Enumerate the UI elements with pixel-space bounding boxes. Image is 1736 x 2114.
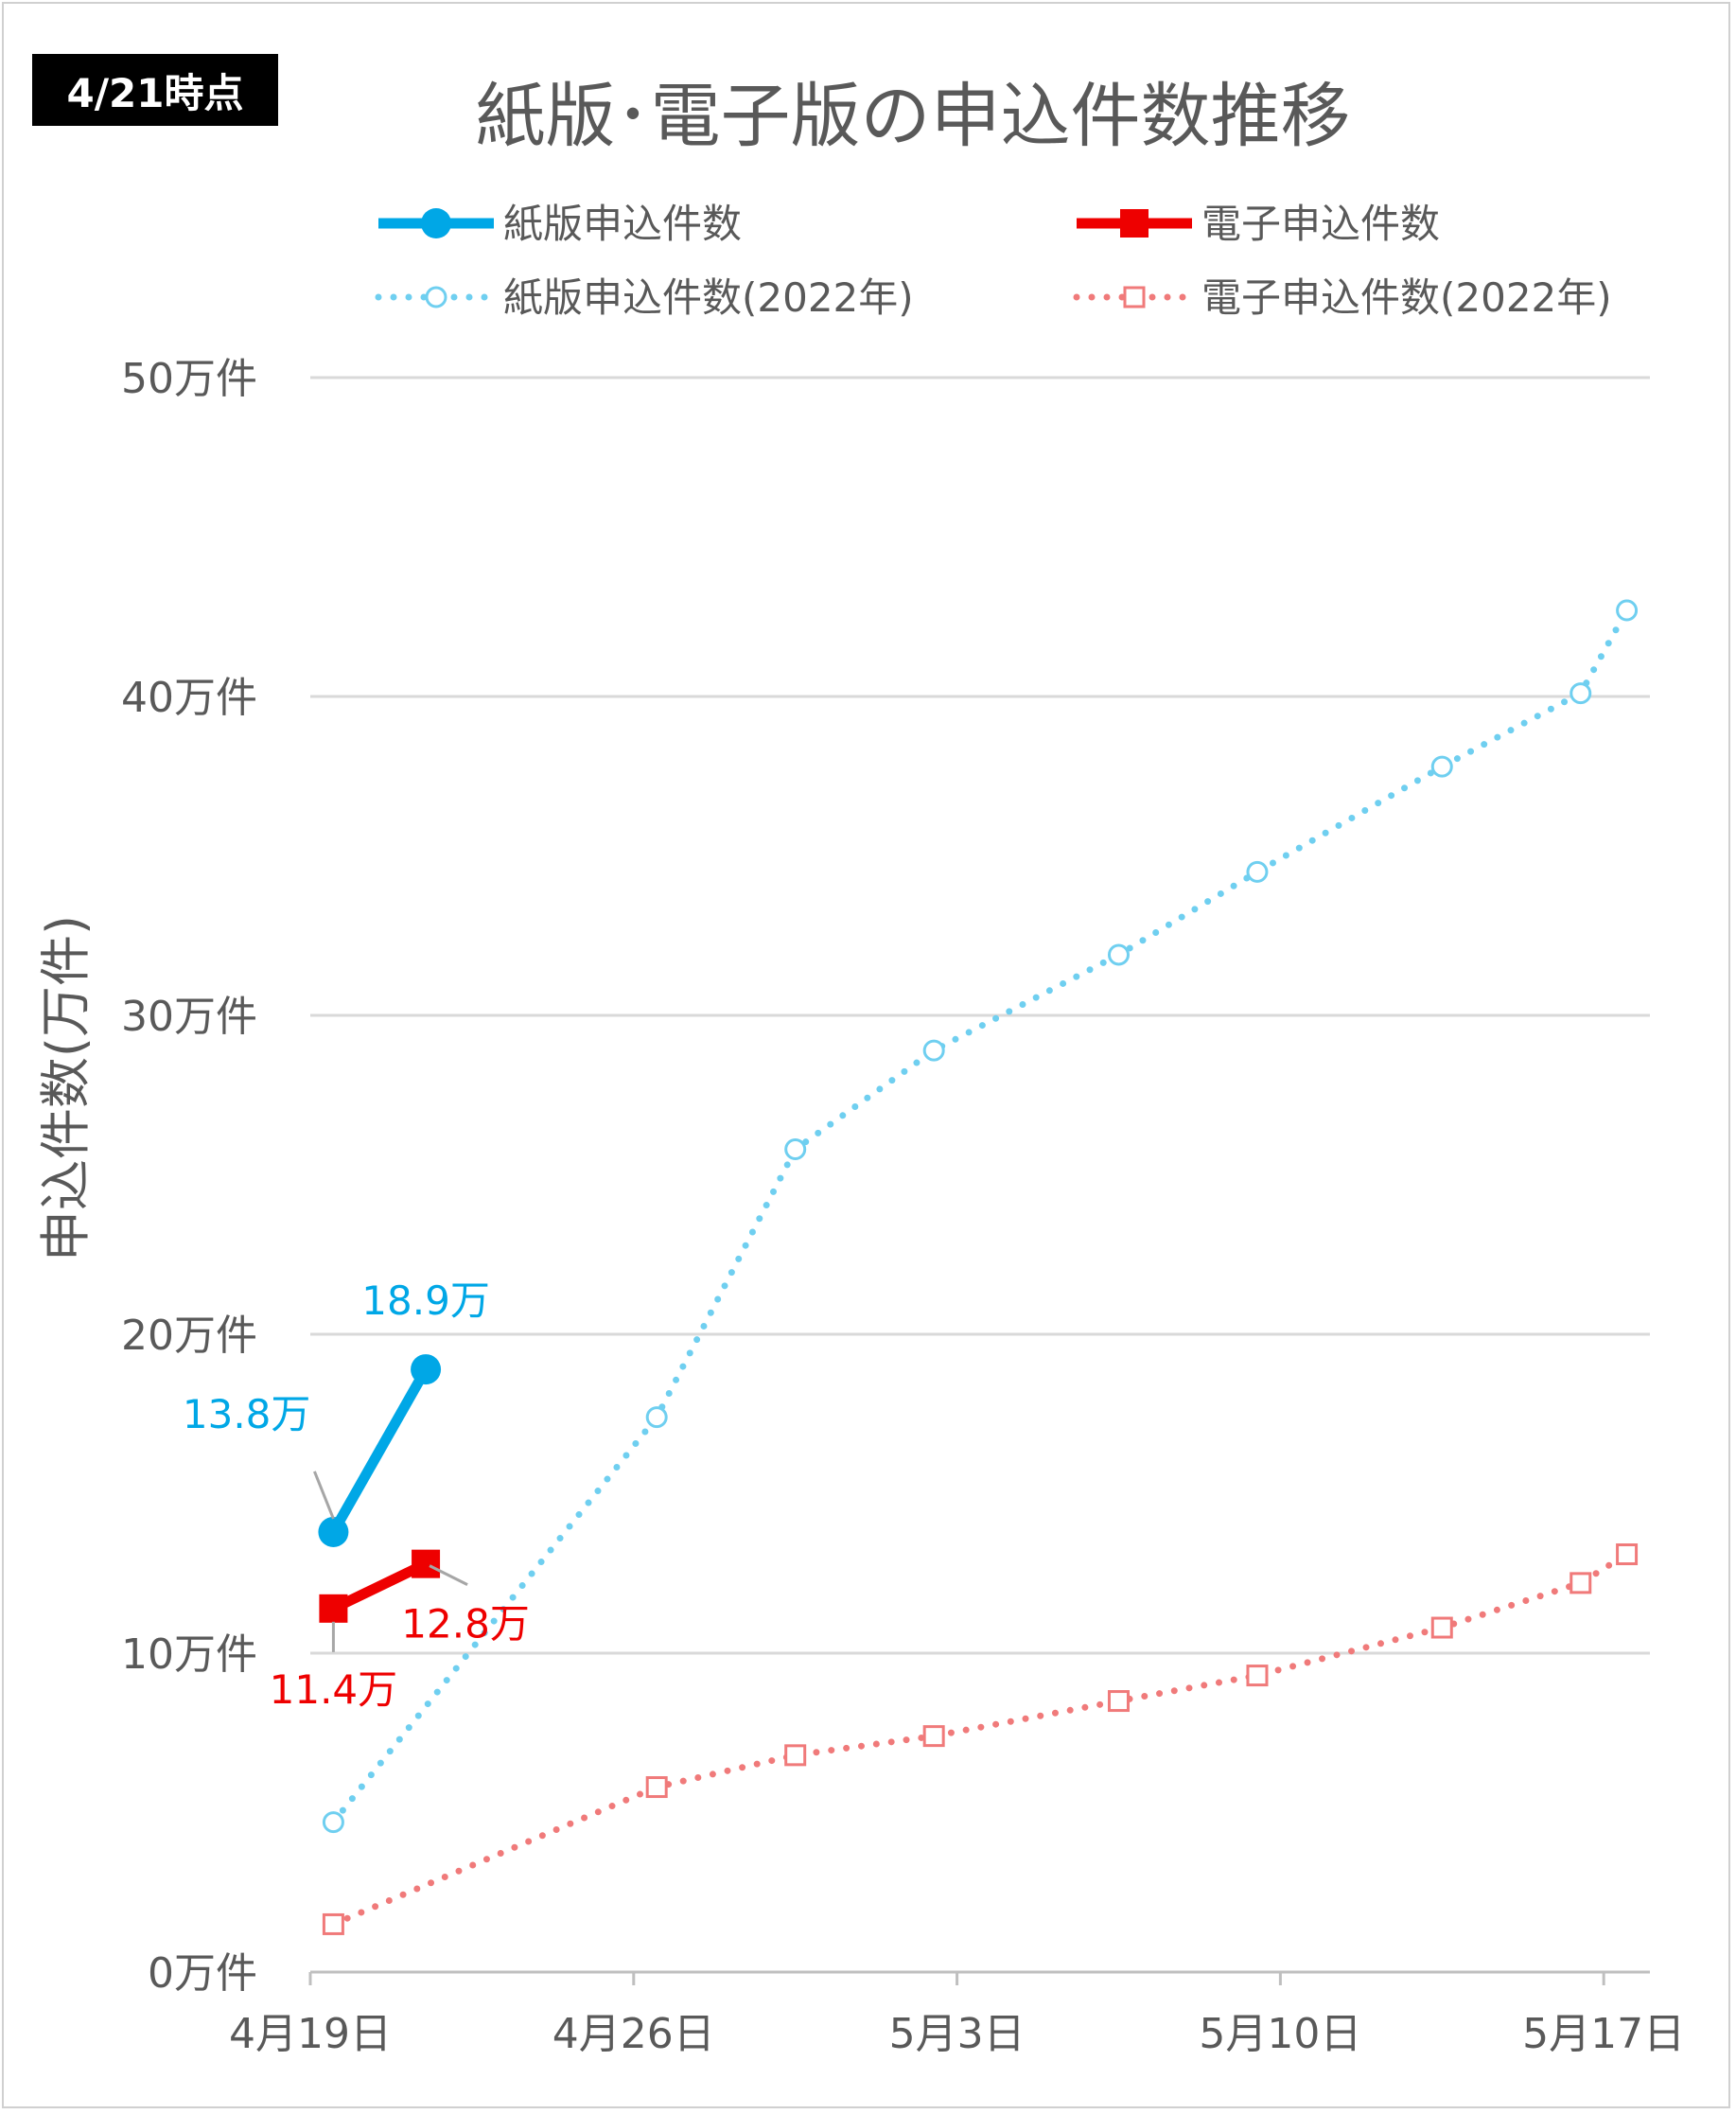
legend-label: 電子申込件数(2022年) [1201, 274, 1612, 321]
data-point-marker [1430, 755, 1453, 778]
data-label: 11.4万 [270, 1666, 398, 1713]
series-line [328, 1366, 430, 1535]
x-tick-label: 5月17日 [1522, 2010, 1685, 2058]
data-point-marker [1616, 1543, 1639, 1566]
legend-item: 紙版申込件数 [378, 201, 742, 247]
data-point-marker [421, 208, 451, 238]
legend-item: 紙版申込件数(2022年) [375, 274, 914, 321]
series-3 [322, 1543, 1639, 1935]
y-tick-label: 50万件 [121, 355, 257, 403]
data-point-marker [1430, 1616, 1453, 1639]
x-tick-label: 4月26日 [552, 2010, 715, 2058]
data-point-marker [922, 1039, 945, 1062]
x-tick-label: 5月3日 [889, 2010, 1026, 2058]
legend-label: 紙版申込件数(2022年) [503, 274, 914, 321]
data-point-marker [411, 1354, 442, 1385]
data-point-marker [1120, 209, 1149, 238]
data-point-marker [1246, 1665, 1269, 1687]
data-label: 12.8万 [401, 1601, 530, 1647]
y-tick-label: 30万件 [121, 993, 257, 1041]
data-point-marker [922, 1725, 945, 1748]
data-point-marker [319, 1594, 348, 1623]
series-1 [319, 1549, 441, 1623]
leader-line [429, 1564, 468, 1586]
legend-label: 紙版申込件数 [503, 201, 742, 247]
x-tick-label: 5月10日 [1199, 2010, 1361, 2058]
grid-lines [310, 376, 1650, 1974]
legend-item: 電子申込件数(2022年) [1073, 274, 1612, 321]
x-axis: 4月19日 4月26日 5月3日 5月10日 5月17日 [229, 1970, 1685, 2058]
data-point-marker [322, 1811, 344, 1834]
y-tick-label: 0万件 [148, 1949, 257, 1998]
data-point-marker [1616, 599, 1639, 622]
date-badge: 4/21時点 [32, 54, 278, 126]
leader-line [313, 1471, 335, 1520]
data-point-marker [1569, 682, 1592, 705]
data-point-marker [1123, 286, 1146, 308]
data-point-marker [322, 1912, 344, 1935]
series-layer [318, 599, 1639, 1935]
data-point-marker [1246, 860, 1269, 883]
chart-title: 紙版･電子版の申込件数推移 [476, 76, 1351, 157]
data-point-marker [412, 1549, 441, 1578]
legend-label: 電子申込件数 [1201, 201, 1440, 247]
y-tick-label: 10万件 [121, 1630, 257, 1679]
y-axis-label: 申込件数(万件) [36, 915, 96, 1261]
data-point-marker [1569, 1572, 1592, 1594]
y-tick-label: 20万件 [121, 1312, 257, 1360]
data-point-marker [784, 1744, 807, 1767]
series-line [331, 1559, 429, 1613]
series-0 [318, 1354, 442, 1547]
x-tick-label: 4月19日 [229, 2010, 392, 2058]
data-point-marker [645, 1776, 668, 1799]
series-2 [322, 599, 1639, 1834]
legend-item: 電子申込件数 [1077, 201, 1440, 247]
data-label: 18.9万 [361, 1277, 490, 1324]
y-axis: 0万件 10万件 20万件 30万件 40万件 50万件 [121, 355, 257, 1998]
data-label: 13.8万 [183, 1391, 311, 1437]
data-point-marker [1107, 943, 1130, 966]
data-point-marker [784, 1138, 807, 1161]
data-point-marker [645, 1406, 668, 1429]
y-tick-label: 40万件 [121, 674, 257, 722]
data-point-marker [318, 1516, 349, 1547]
data-point-marker [425, 286, 447, 308]
data-point-marker [1107, 1690, 1130, 1713]
